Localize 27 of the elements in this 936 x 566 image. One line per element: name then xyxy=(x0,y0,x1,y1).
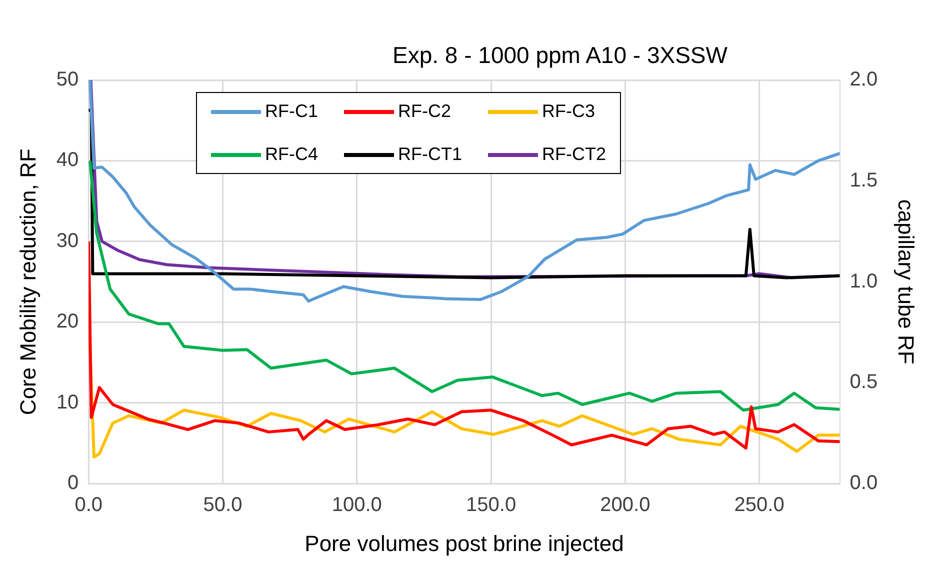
legend-label: RF-C2 xyxy=(398,101,451,122)
legend-label: RF-CT2 xyxy=(542,144,606,165)
x-tick-label: 250.0 xyxy=(734,494,784,516)
chart-title: Exp. 8 - 1000 ppm A10 - 3XSSW xyxy=(392,42,728,69)
y-tick-label: 20 xyxy=(56,310,79,333)
legend-label: RF-C4 xyxy=(265,144,318,165)
y2-tick-label: 2.0 xyxy=(850,68,878,91)
y2-tick-label: 1.0 xyxy=(850,270,878,292)
x-tick-label: 0.0 xyxy=(74,494,103,516)
y-tick-label: 40 xyxy=(56,149,79,172)
y2-axis-title: capillary tube RF xyxy=(894,199,919,364)
x-tick-label: 150.0 xyxy=(466,494,516,516)
y-tick-label: 0 xyxy=(68,472,79,494)
y-tick-label: 50 xyxy=(56,68,79,91)
y2-tick-label: 0.5 xyxy=(850,371,878,394)
y2-tick-label: 0.0 xyxy=(850,472,878,494)
legend-label: RF-C1 xyxy=(265,101,318,122)
x-tick-label: 50.0 xyxy=(203,494,242,516)
y-tick-label: 30 xyxy=(56,230,79,252)
x-axis-title: Pore volumes post brine injected xyxy=(304,530,624,556)
x-tick-label: 200.0 xyxy=(600,494,650,516)
x-tick-label: 100.0 xyxy=(332,494,382,516)
legend-label: RF-CT1 xyxy=(398,144,462,165)
y2-tick-label: 1.5 xyxy=(850,169,878,192)
y-axis-title: Core Mobility reduction, RF xyxy=(15,148,40,416)
y-tick-label: 10 xyxy=(56,391,79,414)
legend-label: RF-C3 xyxy=(542,101,595,122)
